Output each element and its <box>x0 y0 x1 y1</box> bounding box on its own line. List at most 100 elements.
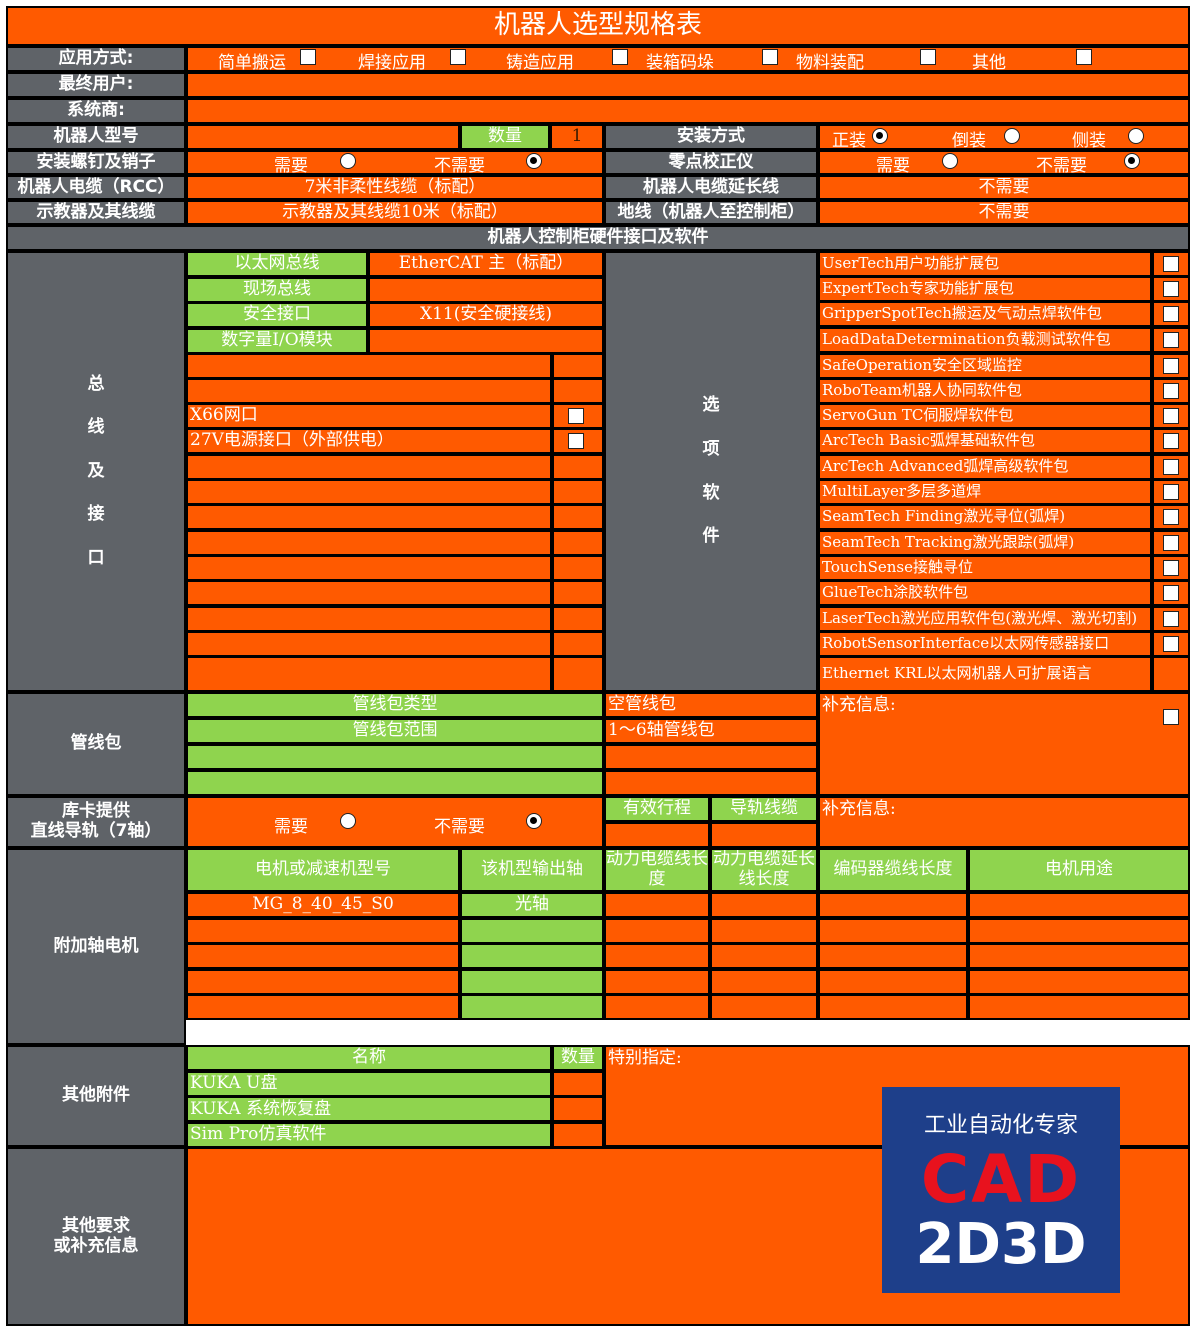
axis-motor-cell[interactable] <box>710 943 818 969</box>
accessory-qty[interactable] <box>552 1121 604 1148</box>
axis-motor-cell[interactable] <box>818 968 968 995</box>
track-cable-value[interactable] <box>710 822 818 848</box>
axis-motor-cell[interactable] <box>710 994 818 1020</box>
axis-motor-cell[interactable] <box>460 943 604 969</box>
port-checkbox[interactable] <box>568 408 584 424</box>
software-option[interactable]: UserTech用户功能扩展包 <box>818 251 1152 277</box>
axis-motor-cell[interactable] <box>460 994 604 1020</box>
integrator-field[interactable] <box>186 98 1190 124</box>
axis-motor-cell[interactable] <box>818 943 968 969</box>
software-checkbox[interactable] <box>1163 459 1179 475</box>
software-option[interactable]: SeamTech Finding激光寻位(弧焊) <box>818 504 1152 530</box>
axis-motor-cell[interactable] <box>710 917 818 944</box>
axis-motor-cell[interactable] <box>710 892 818 918</box>
axis-motor-cell[interactable] <box>186 943 460 969</box>
dress-pack-blank-value[interactable] <box>604 744 818 770</box>
port-row[interactable]: X66网口 <box>186 403 552 429</box>
application-option-checkbox[interactable] <box>450 49 466 65</box>
port-row[interactable] <box>186 580 552 606</box>
dress-pack-type-value[interactable]: 空管线包 <box>604 692 818 718</box>
port-row[interactable] <box>186 606 552 632</box>
bus-item-value[interactable] <box>368 327 604 354</box>
software-checkbox[interactable] <box>1163 636 1179 652</box>
bus-item-value[interactable]: EtherCAT 主（标配） <box>368 251 604 277</box>
application-option-checkbox[interactable] <box>920 49 936 65</box>
axis-motor-cell[interactable] <box>710 968 818 995</box>
software-option[interactable]: MultiLayer多层多道焊 <box>818 479 1152 505</box>
port-row[interactable] <box>186 353 552 379</box>
port-row[interactable]: 27V电源接口（外部供电） <box>186 428 552 454</box>
software-option[interactable]: LoadDataDetermination负载测试软件包 <box>818 327 1152 353</box>
port-row[interactable] <box>186 530 552 556</box>
port-row[interactable] <box>186 454 552 480</box>
application-option-checkbox[interactable] <box>300 49 316 65</box>
software-checkbox[interactable] <box>1163 509 1179 525</box>
axis-motor-cell[interactable] <box>186 968 460 995</box>
software-option[interactable]: ArcTech Advanced弧焊高级软件包 <box>818 454 1152 480</box>
port-row[interactable] <box>186 631 552 657</box>
port-row[interactable] <box>186 504 552 530</box>
axis-motor-cell[interactable] <box>968 994 1190 1020</box>
software-option[interactable]: GripperSpotTech搬运及气动点焊软件包 <box>818 301 1152 327</box>
software-option[interactable]: RoboTeam机器人协同软件包 <box>818 378 1152 404</box>
axis-motor-cell[interactable] <box>460 968 604 995</box>
mounting-option-radio[interactable] <box>872 128 888 144</box>
axis-motor-cell[interactable] <box>460 917 604 944</box>
software-option[interactable]: ExpertTech专家功能扩展包 <box>818 276 1152 302</box>
port-row[interactable] <box>186 479 552 505</box>
axis-motor-cell[interactable] <box>818 892 968 918</box>
axis-motor-cell[interactable]: 光轴 <box>460 892 604 918</box>
software-option[interactable]: SafeOperation安全区域监控 <box>818 353 1152 379</box>
software-checkbox[interactable] <box>1163 484 1179 500</box>
axis-motor-cell[interactable] <box>604 968 710 995</box>
bus-item-value[interactable] <box>368 276 604 303</box>
software-option[interactable]: ArcTech Basic弧焊基础软件包 <box>818 428 1152 454</box>
zero-cal-no-need-radio[interactable] <box>1124 153 1140 169</box>
software-option[interactable]: RobotSensorInterface以太网传感器接口 <box>818 631 1152 657</box>
accessory-item[interactable]: Sim Pro仿真软件 <box>186 1121 552 1148</box>
mounting-option-radio[interactable] <box>1004 128 1020 144</box>
software-option[interactable]: GlueTech涂胶软件包 <box>818 580 1152 606</box>
application-option-checkbox[interactable] <box>762 49 778 65</box>
track-no-need-radio[interactable] <box>526 813 542 829</box>
software-checkbox[interactable] <box>1163 332 1179 348</box>
software-checkbox[interactable] <box>1163 433 1179 449</box>
port-row[interactable] <box>186 656 552 692</box>
accessory-item[interactable]: KUKA 系统恢复盘 <box>186 1096 552 1123</box>
axis-motor-cell[interactable] <box>186 917 460 944</box>
robot-model-field[interactable] <box>186 124 460 150</box>
software-checkbox[interactable] <box>1163 358 1179 374</box>
axis-motor-cell[interactable] <box>968 917 1190 944</box>
port-row[interactable] <box>186 378 552 404</box>
axis-motor-cell[interactable] <box>604 994 710 1020</box>
software-option[interactable]: TouchSense接触寻位 <box>818 555 1152 581</box>
software-checkbox[interactable] <box>1163 281 1179 297</box>
axis-motor-cell[interactable] <box>604 892 710 918</box>
software-checkbox[interactable] <box>1163 306 1179 322</box>
axis-motor-cell[interactable] <box>604 943 710 969</box>
software-option[interactable]: LaserTech激光应用软件包(激光焊、激光切割) <box>818 606 1152 632</box>
bus-item-value[interactable]: X11(安全硬接线) <box>368 302 604 328</box>
track-need-radio[interactable] <box>340 813 356 829</box>
software-checkbox[interactable] <box>1163 585 1179 601</box>
rcc-value[interactable]: 7米非柔性线缆（标配） <box>186 175 604 200</box>
software-option[interactable]: SeamTech Tracking激光跟踪(弧焊) <box>818 530 1152 556</box>
dress-pack-extra[interactable]: 补充信息: <box>818 692 1190 796</box>
mounting-option-radio[interactable] <box>1128 128 1144 144</box>
accessory-item[interactable]: KUKA U盘 <box>186 1071 552 1097</box>
application-option-checkbox[interactable] <box>1076 49 1092 65</box>
axis-motor-cell[interactable] <box>968 892 1190 918</box>
ground-value[interactable]: 不需要 <box>818 200 1190 225</box>
dress-pack-range-value[interactable]: 1～6轴管线包 <box>604 718 818 744</box>
bolts-no-need-radio[interactable] <box>526 153 542 169</box>
axis-motor-cell[interactable] <box>968 968 1190 995</box>
dress-pack-checkbox[interactable] <box>1163 709 1179 725</box>
software-option[interactable]: Ethernet KRL以太网机器人可扩展语言 <box>818 656 1152 692</box>
accessory-qty[interactable] <box>552 1096 604 1123</box>
software-checkbox[interactable] <box>1163 535 1179 551</box>
dress-pack-blank-value[interactable] <box>604 770 818 796</box>
zero-cal-need-radio[interactable] <box>942 153 958 169</box>
quantity-value[interactable]: 1 <box>550 124 604 150</box>
axis-motor-cell[interactable] <box>818 917 968 944</box>
software-checkbox[interactable] <box>1163 611 1179 627</box>
